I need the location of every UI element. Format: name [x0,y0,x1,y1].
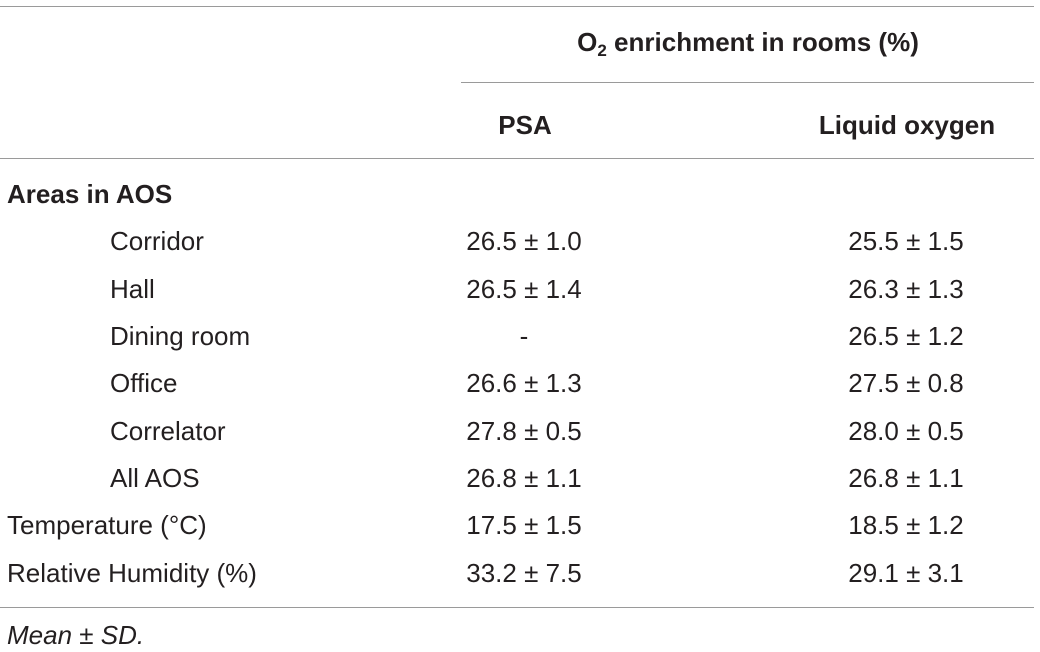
cell-psa: 26.5 ± 1.0 [466,226,582,256]
cell-liquid-oxygen: 18.5 ± 1.2 [848,510,964,540]
group-header: O2 enrichment in rooms (%) [577,27,919,60]
group-header-rule [461,82,1034,83]
cell-psa: 26.8 ± 1.1 [466,463,582,493]
cell-psa: 27.8 ± 0.5 [466,416,582,446]
column-header-liquid-oxygen: Liquid oxygen [818,110,996,140]
cell-liquid-oxygen: 26.3 ± 1.3 [848,274,964,304]
cell-liquid-oxygen: 26.8 ± 1.1 [848,463,964,493]
cell-psa: 26.5 ± 1.4 [466,274,582,304]
row-label: Relative Humidity (%) [7,558,257,588]
cell-psa: 33.2 ± 7.5 [466,558,582,588]
cell-liquid-oxygen: 27.5 ± 0.8 [848,368,964,398]
cell-liquid-oxygen: 29.1 ± 3.1 [848,558,964,588]
section-label: Areas in AOS [7,179,173,209]
row-label: All AOS [110,463,200,493]
cell-liquid-oxygen: 26.5 ± 1.2 [848,321,964,351]
header-bottom-rule [0,158,1034,159]
group-header-suffix: enrichment in rooms (%) [606,27,919,57]
cell-psa: - [519,321,529,351]
table-footnote: Mean ± SD. [7,620,145,650]
row-label: Correlator [110,416,226,446]
cell-psa: 26.6 ± 1.3 [466,368,582,398]
bottom-rule [0,607,1034,608]
row-label: Hall [110,274,155,304]
column-header-psa: PSA [498,110,552,140]
cell-liquid-oxygen: 25.5 ± 1.5 [848,226,964,256]
row-label: Office [110,368,178,398]
top-rule [0,6,1034,7]
row-label: Corridor [110,226,204,256]
row-label: Temperature (°C) [7,510,207,540]
cell-liquid-oxygen: 28.0 ± 0.5 [848,416,964,446]
group-header-subscript: 2 [597,41,607,60]
group-header-prefix: O [577,27,598,57]
row-label: Dining room [110,321,251,351]
cell-psa: 17.5 ± 1.5 [466,510,582,540]
